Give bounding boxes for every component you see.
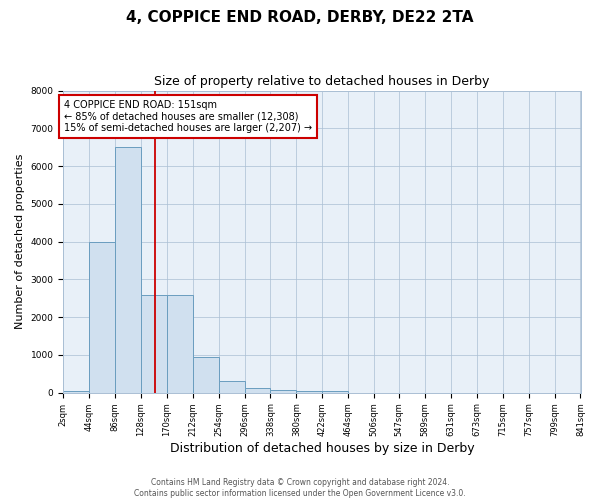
Y-axis label: Number of detached properties: Number of detached properties <box>15 154 25 330</box>
Bar <box>296 391 322 392</box>
Bar <box>218 380 245 392</box>
Title: Size of property relative to detached houses in Derby: Size of property relative to detached ho… <box>154 75 490 88</box>
Bar <box>193 357 218 392</box>
Bar <box>141 294 167 392</box>
Text: Contains HM Land Registry data © Crown copyright and database right 2024.
Contai: Contains HM Land Registry data © Crown c… <box>134 478 466 498</box>
Bar <box>322 391 348 392</box>
Text: 4 COPPICE END ROAD: 151sqm
← 85% of detached houses are smaller (12,308)
15% of : 4 COPPICE END ROAD: 151sqm ← 85% of deta… <box>64 100 312 133</box>
Text: 4, COPPICE END ROAD, DERBY, DE22 2TA: 4, COPPICE END ROAD, DERBY, DE22 2TA <box>126 10 474 25</box>
X-axis label: Distribution of detached houses by size in Derby: Distribution of detached houses by size … <box>170 442 474 455</box>
Bar <box>63 391 89 392</box>
Bar <box>89 242 115 392</box>
Bar <box>167 294 193 392</box>
Bar <box>115 147 141 392</box>
Bar <box>245 388 271 392</box>
Bar <box>271 390 296 392</box>
